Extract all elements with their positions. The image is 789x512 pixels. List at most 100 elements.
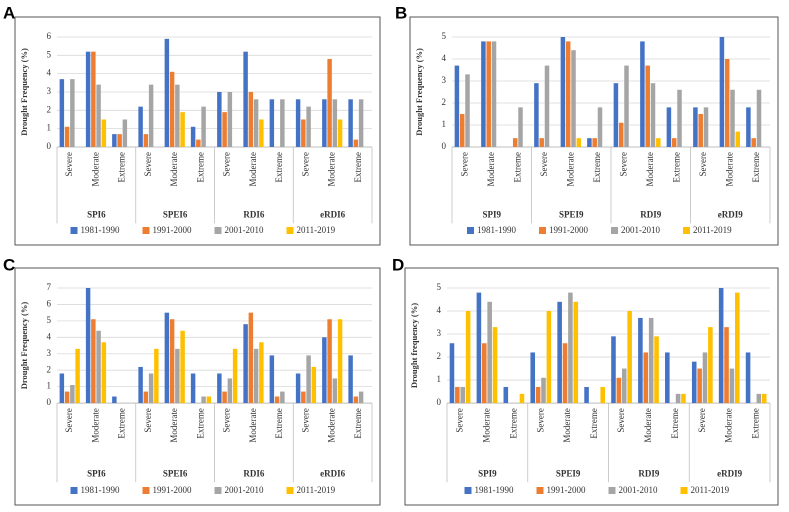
bar	[708, 327, 713, 404]
bar	[295, 99, 301, 147]
bar	[465, 74, 470, 147]
bar	[454, 65, 460, 147]
bar	[645, 65, 650, 147]
y-tick-label: 3	[47, 348, 52, 358]
bar	[476, 292, 482, 404]
legend-label: 2011-2019	[693, 225, 732, 235]
x-tick-label: Extreme	[592, 152, 602, 183]
legend-swatch	[214, 227, 222, 234]
bar	[702, 352, 708, 404]
bar	[486, 41, 491, 147]
group-label: SPEI9	[556, 468, 581, 478]
bar	[616, 377, 622, 404]
x-tick-label: Moderate	[327, 408, 337, 442]
panel-letter: C	[3, 255, 15, 274]
legend-label: 1981-1990	[81, 225, 120, 235]
bar	[175, 348, 180, 404]
bar	[332, 99, 338, 147]
bar	[70, 385, 75, 404]
y-tick-label: 2	[47, 364, 52, 374]
bar	[681, 393, 686, 404]
bar	[248, 91, 254, 147]
legend-swatch	[286, 487, 294, 494]
x-tick-label: Severe	[697, 408, 707, 433]
bar	[643, 352, 649, 404]
y-tick-label: 3	[442, 75, 447, 85]
bar	[85, 288, 91, 404]
legend-swatch	[142, 487, 150, 494]
x-tick-label: Moderate	[562, 408, 572, 442]
bar	[259, 119, 264, 147]
x-tick-label: Extreme	[117, 152, 127, 183]
bar	[201, 106, 206, 147]
bar	[541, 377, 546, 404]
bar	[703, 107, 709, 147]
x-tick-label: Extreme	[353, 152, 363, 183]
y-tick-label: 0	[437, 397, 442, 407]
bar	[206, 396, 212, 404]
y-tick-label: 4	[442, 53, 447, 63]
legend-label: 1991-2000	[153, 225, 192, 235]
bar	[693, 107, 698, 147]
bar	[222, 391, 227, 404]
bar	[724, 327, 729, 404]
bar	[280, 391, 285, 404]
bar	[164, 312, 170, 404]
bar	[491, 41, 497, 147]
bar	[650, 83, 656, 147]
bar	[746, 107, 751, 147]
bar	[64, 391, 70, 404]
bar	[91, 319, 96, 404]
bar	[621, 368, 627, 404]
x-tick-label: Extreme	[274, 152, 284, 183]
bar	[460, 386, 466, 404]
y-tick-label: 5	[442, 31, 447, 41]
bar	[253, 348, 259, 404]
legend-swatch	[683, 227, 690, 234]
legend-swatch	[70, 227, 78, 234]
bar	[301, 391, 306, 404]
bar	[269, 355, 275, 404]
bar	[122, 119, 128, 147]
x-tick-label: Moderate	[90, 408, 100, 442]
bar	[492, 327, 498, 404]
bar	[648, 317, 654, 404]
legend-swatch	[467, 227, 474, 234]
bar	[571, 50, 576, 147]
bar	[337, 119, 343, 147]
x-tick-label: Severe	[539, 152, 549, 177]
bar	[117, 134, 122, 147]
legend-label: 1981-1990	[81, 485, 120, 495]
x-tick-label: Severe	[64, 152, 74, 177]
x-tick-label: Severe	[300, 408, 310, 433]
bar	[217, 373, 222, 404]
bar	[656, 138, 661, 147]
bar	[735, 292, 740, 404]
legend-label: 1991-2000	[153, 485, 192, 495]
x-tick-label: Severe	[64, 408, 74, 433]
y-tick-label: 3	[47, 86, 52, 96]
bar	[654, 336, 659, 404]
bar	[761, 393, 767, 404]
x-tick-label: Moderate	[724, 152, 734, 186]
bar	[584, 386, 589, 404]
bar	[745, 352, 751, 404]
legend-label: 2011-2019	[297, 225, 336, 235]
group-label: eRDI6	[320, 209, 345, 219]
bar	[666, 107, 672, 147]
y-tick-label: 1	[442, 119, 447, 129]
bar	[306, 106, 311, 147]
bar	[190, 373, 196, 404]
y-tick-label: 4	[47, 331, 52, 341]
x-tick-label: Extreme	[751, 408, 761, 439]
bar	[449, 343, 455, 404]
x-tick-label: Severe	[143, 408, 153, 433]
y-tick-label: 3	[437, 328, 442, 338]
bar	[148, 84, 154, 147]
bar	[627, 311, 632, 404]
bar	[148, 373, 154, 404]
y-axis-label: Drought Frequency (%)	[19, 302, 29, 390]
legend-label: 1991-2000	[547, 485, 586, 495]
x-tick-label: Severe	[459, 152, 469, 177]
bar	[85, 51, 91, 147]
